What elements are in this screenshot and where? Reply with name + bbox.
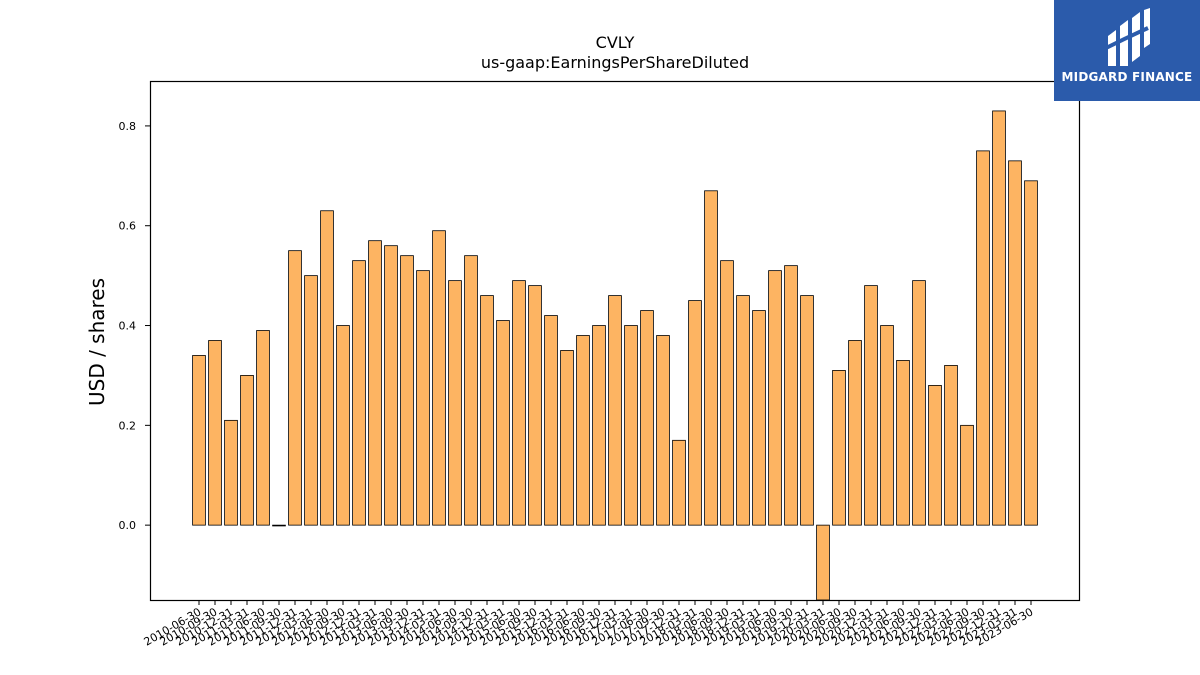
bar-2016-12-31 bbox=[608, 295, 622, 526]
bars-group bbox=[192, 110, 1038, 601]
bar-2017-03-31 bbox=[624, 325, 638, 526]
bar-2016-03-31 bbox=[560, 350, 574, 526]
bar-2019-03-31 bbox=[752, 310, 766, 526]
bar-2021-06-30 bbox=[896, 360, 910, 526]
bar-2013-12-31 bbox=[416, 270, 430, 526]
bar-2022-12-31 bbox=[992, 110, 1006, 526]
bar-2018-03-31 bbox=[688, 300, 702, 526]
bar-2016-09-30 bbox=[592, 325, 606, 526]
bar-2020-06-30 bbox=[832, 370, 846, 526]
y-tick-label: 0.6 bbox=[119, 220, 137, 233]
bar-2017-12-31 bbox=[672, 439, 686, 526]
bar-2019-12-31 bbox=[800, 295, 814, 526]
bar-2010-06-30 bbox=[192, 355, 206, 526]
bar-2020-03-31 bbox=[816, 524, 830, 601]
y-tick-label: 0.2 bbox=[119, 419, 137, 432]
bar-2014-03-31 bbox=[432, 230, 446, 526]
bar-2011-09-30 bbox=[272, 524, 286, 527]
brand-logo: MIDGARD FINANCE bbox=[1054, 0, 1200, 101]
bar-2012-12-31 bbox=[352, 260, 366, 526]
bar-2013-03-31 bbox=[368, 240, 382, 526]
bar-2012-06-30 bbox=[320, 210, 334, 526]
y-tick-label: 0.0 bbox=[119, 519, 137, 532]
bar-2014-06-30 bbox=[448, 280, 462, 526]
chart-subtitle: us-gaap:EarningsPerShareDiluted bbox=[481, 53, 749, 72]
bar-2011-12-31 bbox=[288, 250, 302, 526]
bar-2011-06-30 bbox=[256, 330, 270, 526]
bar-2012-09-30 bbox=[336, 325, 350, 526]
bar-2014-12-31 bbox=[480, 295, 494, 526]
bar-2018-06-30 bbox=[704, 190, 718, 526]
bar-2017-06-30 bbox=[640, 310, 654, 526]
bar-2022-06-30 bbox=[960, 424, 974, 526]
brand-name: MIDGARD FINANCE bbox=[1061, 70, 1193, 84]
bar-2022-03-31 bbox=[944, 365, 958, 526]
bar-2015-12-31 bbox=[544, 315, 558, 526]
bar-2019-06-30 bbox=[768, 270, 782, 526]
y-tick-label: 0.8 bbox=[119, 120, 137, 133]
bar-2021-09-30 bbox=[912, 280, 926, 526]
bar-2019-09-30 bbox=[784, 265, 798, 526]
bar-2012-03-31 bbox=[304, 275, 318, 526]
bar-2018-09-30 bbox=[720, 260, 734, 526]
bar-2023-06-30 bbox=[1024, 180, 1038, 526]
plot-frame bbox=[149, 80, 1081, 602]
x-ticks-group: 2010-06-302010-09-302010-12-312011-03-31… bbox=[142, 600, 1036, 649]
bar-2023-03-31 bbox=[1008, 160, 1022, 526]
bar-2016-06-30 bbox=[576, 335, 590, 526]
bar-2015-03-31 bbox=[496, 320, 510, 526]
bar-2010-12-31 bbox=[224, 419, 238, 526]
bar-2013-09-30 bbox=[400, 255, 414, 526]
bar-2011-03-31 bbox=[240, 375, 254, 526]
bar-2013-06-30 bbox=[384, 245, 398, 526]
bar-2014-09-30 bbox=[464, 255, 478, 526]
y-tick-label: 0.4 bbox=[119, 320, 137, 333]
chart-title: CVLY bbox=[596, 33, 635, 52]
y-axis-label: USD / shares bbox=[85, 278, 109, 406]
bar-2015-06-30 bbox=[512, 280, 526, 526]
midgard-logo-icon bbox=[1105, 8, 1150, 66]
bar-2010-09-30 bbox=[208, 340, 222, 526]
y-ticks-group: 0.0 0.2 0.4 0.6 0.8 bbox=[119, 120, 150, 532]
bar-2018-12-31 bbox=[736, 295, 750, 526]
bar-2020-09-30 bbox=[848, 340, 862, 526]
bar-2020-12-31 bbox=[864, 285, 878, 526]
bar-2021-03-31 bbox=[880, 325, 894, 526]
bar-2021-12-31 bbox=[928, 385, 942, 526]
bar-2022-09-30 bbox=[976, 150, 990, 526]
bar-2015-09-30 bbox=[528, 285, 542, 526]
bar-2017-09-30 bbox=[656, 335, 670, 526]
